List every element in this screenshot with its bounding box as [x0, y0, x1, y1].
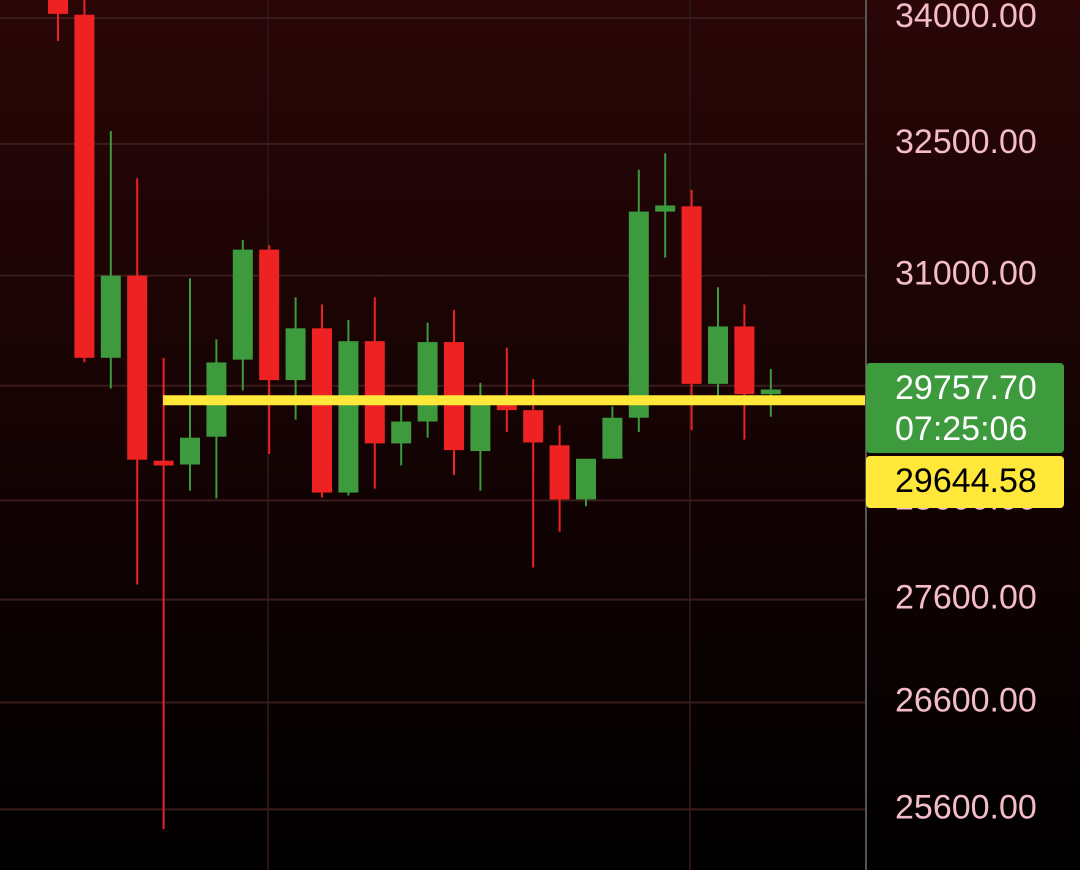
candle-body — [417, 342, 438, 422]
candle-body — [470, 399, 491, 452]
y-tick-label: 26600.00 — [895, 682, 1037, 720]
price-tag-box — [866, 363, 1064, 453]
candle-body — [48, 0, 68, 14]
candle-body — [153, 460, 174, 466]
candle-body — [708, 326, 728, 384]
y-tick-label: 32500.00 — [895, 123, 1037, 161]
y-tick-label: 25600.00 — [895, 788, 1037, 826]
candle-body — [496, 402, 517, 411]
candle-body — [232, 249, 253, 360]
candle-body — [285, 328, 306, 381]
candle-body — [127, 275, 148, 460]
y-tick-label: 27600.00 — [895, 579, 1037, 617]
candle-body — [602, 417, 623, 459]
candle-body — [74, 14, 95, 358]
candle-body — [364, 341, 385, 444]
y-tick-label: 34000.00 — [895, 0, 1037, 35]
candle-body — [734, 326, 755, 395]
candle-body — [391, 421, 412, 444]
candle-body — [760, 389, 781, 395]
candle-body — [523, 410, 544, 443]
candle-body — [549, 445, 570, 500]
line-tag-label: 29644.58 — [895, 462, 1037, 500]
candle-body — [628, 211, 649, 418]
price-tag-label: 29757.70 — [895, 369, 1037, 407]
candle-body — [338, 341, 359, 493]
candle-body — [259, 249, 280, 381]
line-tag-box — [866, 456, 1064, 508]
candle-body — [655, 205, 676, 212]
countdown: 07:25:06 — [895, 410, 1027, 448]
candle-body — [681, 206, 702, 384]
candle-body — [180, 437, 200, 465]
y-tick-label: 31000.00 — [895, 255, 1037, 293]
candle-body — [576, 458, 596, 500]
candle-body — [100, 275, 121, 358]
candle-body — [312, 328, 332, 493]
